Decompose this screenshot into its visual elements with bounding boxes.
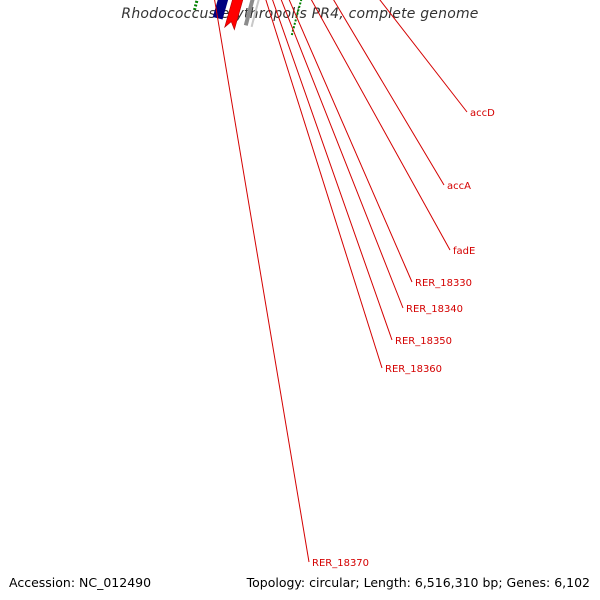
gene-label-accd: accD: [470, 108, 495, 119]
label-leader-3: [310, 0, 451, 251]
gene-label-rer-18350: RER_18350: [395, 336, 452, 347]
backbone-line: [243, 0, 255, 26]
outer-tick: [193, 7, 197, 11]
inner-tick: [298, 2, 302, 5]
label-leader-7: [265, 0, 383, 369]
accession-text: Accession: NC_012490: [9, 575, 152, 590]
inner-tick: [296, 12, 299, 15]
map-title: Rhodococcus erythropolis PR4, complete g…: [121, 6, 479, 22]
gene-label-rer-18340: RER_18340: [406, 304, 463, 315]
backbone-shadow: [250, 0, 260, 28]
forward-cds-8: [224, 0, 244, 31]
inner-tick-row: [290, 0, 303, 36]
label-leader-2: [333, 0, 445, 186]
topology-summary: Topology: circular; Length: 6,516,310 bp…: [246, 575, 590, 590]
inner-tick: [294, 19, 297, 22]
gene-label-rer-18370: RER_18370: [312, 558, 369, 569]
outer-tick: [193, 4, 198, 7]
outer-tick-row: [193, 0, 199, 11]
gene-label-rer-18360: RER_18360: [385, 364, 442, 375]
gene-label-fade: fadE: [453, 246, 475, 257]
gene-label-acca: accA: [447, 181, 471, 192]
label-leader-5: [280, 0, 404, 309]
label-leader-1: [379, 0, 468, 113]
label-leader-4: [288, 0, 413, 283]
label-leader-6: [272, 0, 393, 341]
inner-tick: [292, 26, 296, 29]
label-leader-8: [214, 0, 310, 563]
outer-tick: [194, 0, 199, 4]
map-layers: 1970 kbp1972 kbp1974 kbp1976 kbp1978 kbp…: [193, 0, 495, 569]
inner-tick: [298, 5, 301, 9]
inner-tick: [293, 22, 296, 26]
gene-label-rer-18330: RER_18330: [415, 278, 472, 289]
inner-tick: [297, 9, 300, 12]
